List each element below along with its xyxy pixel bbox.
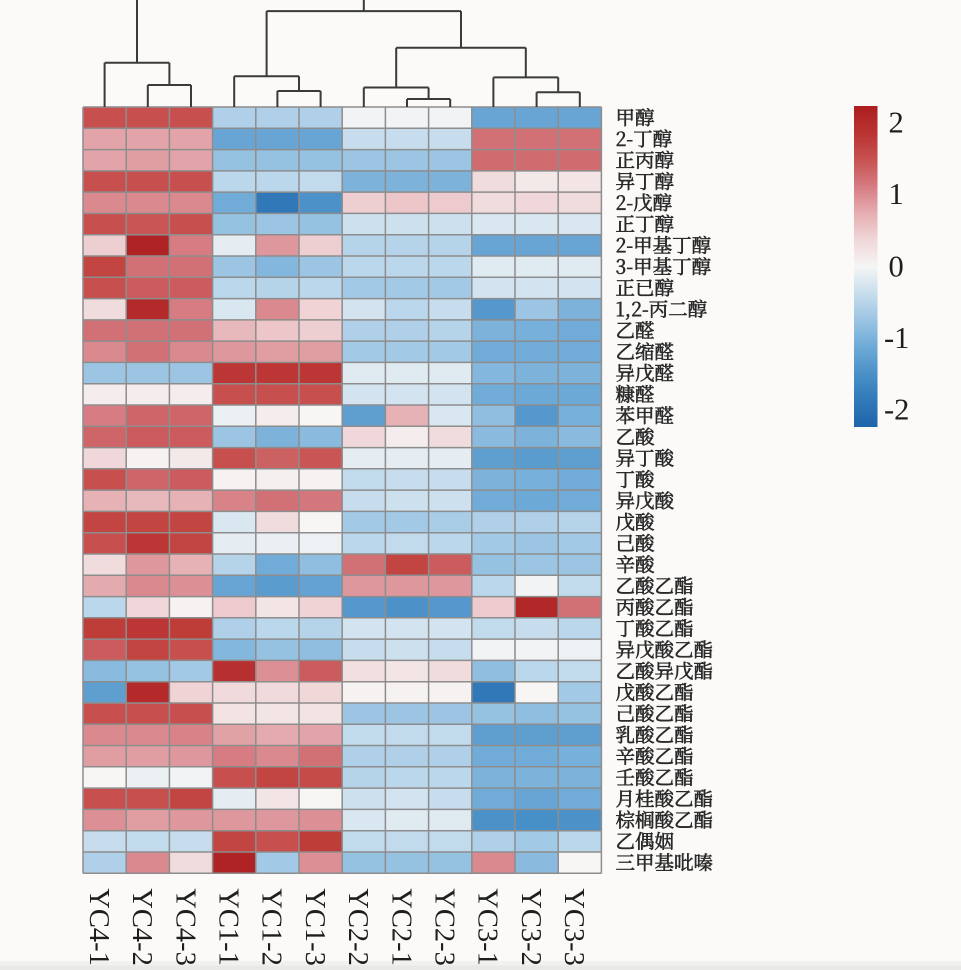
svg-text:-1: -1 bbox=[884, 321, 909, 355]
svg-text:YC2-3: YC2-3 bbox=[429, 888, 460, 966]
svg-text:YC4-2: YC4-2 bbox=[126, 888, 157, 966]
svg-text:-2: -2 bbox=[884, 393, 909, 427]
svg-text:YC1-2: YC1-2 bbox=[256, 888, 287, 966]
svg-text:YC4-1: YC4-1 bbox=[83, 888, 114, 966]
svg-text:2: 2 bbox=[889, 106, 904, 140]
svg-text:YC3-2: YC3-2 bbox=[515, 888, 546, 966]
svg-text:YC3-1: YC3-1 bbox=[472, 888, 503, 966]
svg-text:YC3-3: YC3-3 bbox=[558, 888, 589, 966]
svg-text:1: 1 bbox=[889, 177, 904, 211]
svg-text:YC2-2: YC2-2 bbox=[342, 888, 373, 966]
svg-text:YC1-3: YC1-3 bbox=[299, 888, 330, 966]
svg-text:YC1-1: YC1-1 bbox=[213, 888, 244, 966]
svg-text:YC4-3: YC4-3 bbox=[169, 888, 200, 966]
svg-text:0: 0 bbox=[889, 250, 904, 284]
svg-text:YC2-1: YC2-1 bbox=[385, 888, 416, 966]
